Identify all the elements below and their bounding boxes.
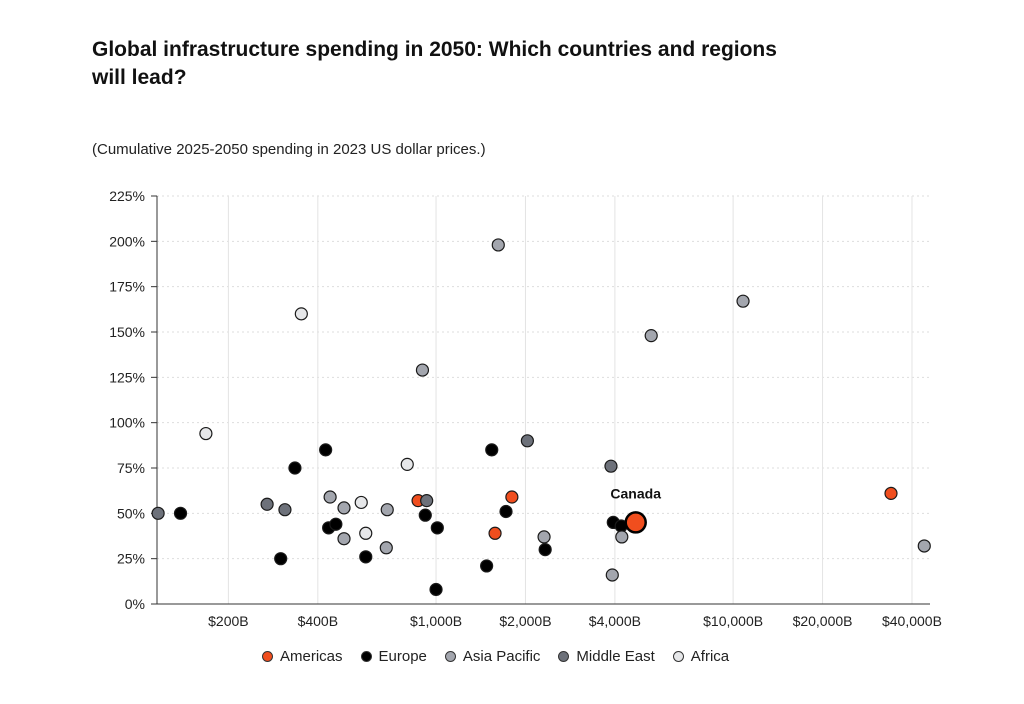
chart-legend: Americas Europe Asia Pacific Middle East Afr… [262, 648, 729, 665]
legend-item[interactable]: Americas [262, 648, 343, 665]
data-point[interactable] [537, 530, 551, 544]
data-point[interactable] [323, 490, 337, 504]
data-point[interactable] [260, 497, 274, 511]
data-point[interactable] [274, 552, 288, 566]
data-point[interactable] [520, 434, 534, 448]
legend-item[interactable]: Africa [672, 648, 730, 665]
data-point[interactable] [491, 238, 505, 252]
legend-swatch [558, 651, 570, 662]
data-point[interactable] [420, 494, 434, 508]
data-point[interactable] [288, 461, 302, 475]
data-point[interactable] [319, 443, 333, 457]
data-point[interactable] [429, 582, 443, 597]
x-tick-label: $10,000B [703, 613, 763, 629]
x-tick-label: $20,000B [793, 613, 853, 629]
data-point[interactable] [480, 559, 494, 573]
x-tick-label: $4,000B [589, 613, 641, 629]
data-point[interactable] [151, 506, 165, 520]
y-tick-label: 175% [109, 279, 145, 295]
legend-swatch [444, 651, 456, 662]
highlighted-data-point[interactable] [624, 511, 647, 534]
annotations: Canada [610, 485, 661, 501]
data-point[interactable] [359, 550, 373, 564]
point-annotation: Canada [610, 485, 661, 501]
data-point[interactable] [488, 526, 502, 540]
data-point[interactable] [173, 506, 188, 520]
x-tick-label: $40,000B [882, 613, 942, 629]
axes: 0% 25% 50% 75% 100% 125% 150% 175% 200% 225% $200B… [109, 188, 942, 629]
legend-label: Americas [280, 648, 343, 665]
data-point[interactable] [615, 530, 629, 544]
y-tick-label: 75% [117, 460, 145, 476]
data-point[interactable] [644, 329, 658, 343]
legend-label: Europe [378, 648, 427, 665]
y-tick-label: 100% [109, 415, 145, 431]
legend-item[interactable]: Europe [360, 648, 427, 665]
data-point[interactable] [418, 508, 432, 522]
chart-title: Global infrastructure spending in 2050: … [92, 38, 777, 89]
data-point[interactable] [538, 542, 552, 557]
legend-label: Middle East [576, 648, 655, 665]
data-point[interactable] [380, 503, 394, 517]
data-point[interactable] [329, 517, 343, 531]
data-point[interactable] [415, 363, 430, 377]
data-point[interactable] [337, 532, 351, 546]
data-point[interactable] [337, 501, 351, 515]
y-tick-label: 25% [117, 551, 145, 567]
x-tick-label: $200B [208, 613, 248, 629]
data-point[interactable] [354, 495, 368, 510]
grid-lines [157, 195, 930, 604]
data-point[interactable] [485, 443, 499, 457]
data-point[interactable] [884, 486, 898, 500]
x-tick-label: $1,000B [410, 613, 462, 629]
y-tick-label: 150% [109, 324, 145, 340]
data-point[interactable] [278, 503, 292, 517]
data-point[interactable] [430, 521, 444, 535]
data-point[interactable] [359, 526, 373, 540]
data-point[interactable] [499, 504, 513, 519]
data-point[interactable] [294, 307, 308, 321]
legend-label: Africa [690, 648, 730, 665]
data-point[interactable] [605, 568, 619, 582]
data-point[interactable] [379, 541, 393, 555]
y-tick-label: 200% [109, 233, 145, 249]
chart-subtitle: (Cumulative 2025-2050 spending in 2023 U… [92, 141, 486, 158]
data-point[interactable] [199, 426, 213, 441]
data-point[interactable] [400, 457, 414, 471]
legend-item[interactable]: Middle East [558, 648, 655, 665]
data-point[interactable] [505, 490, 519, 504]
x-tick-label: $2,000B [499, 613, 551, 629]
legend-label: Asia Pacific [462, 648, 541, 665]
y-tick-label: 125% [109, 369, 145, 385]
data-point[interactable] [736, 294, 750, 308]
y-tick-label: 225% [109, 188, 145, 204]
y-tick-label: 0% [125, 596, 145, 612]
x-tick-label: $400B [298, 613, 338, 629]
legend-item[interactable]: Asia Pacific [444, 648, 541, 665]
y-tick-label: 50% [117, 505, 145, 521]
data-point[interactable] [604, 459, 618, 473]
legend-swatch [360, 651, 372, 662]
legend-swatch [672, 651, 684, 662]
data-point[interactable] [917, 539, 931, 553]
legend-swatch [262, 651, 273, 662]
data-points [151, 238, 931, 597]
